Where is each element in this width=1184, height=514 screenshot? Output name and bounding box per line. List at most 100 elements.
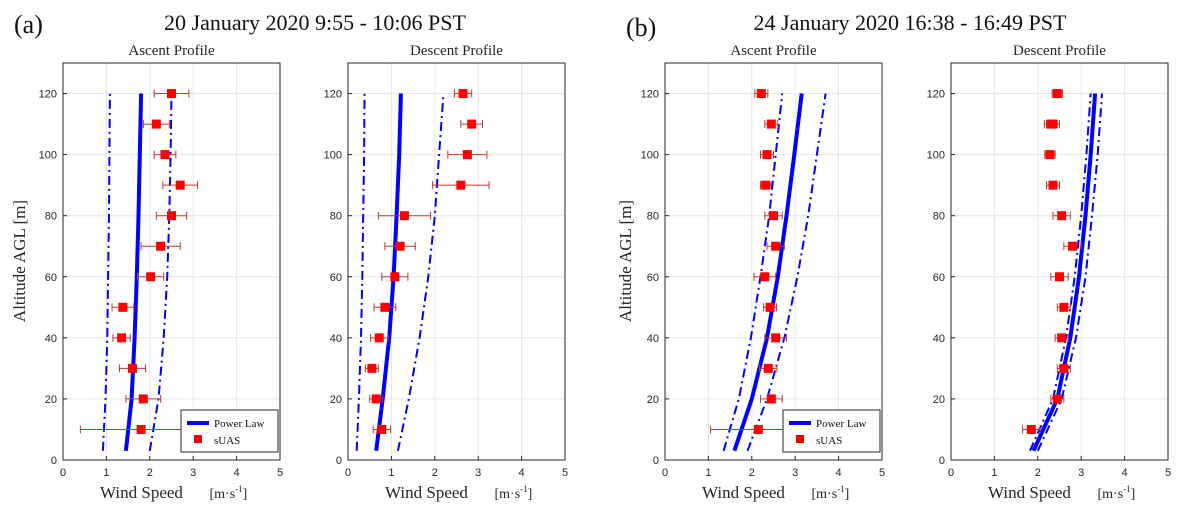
suas-marker [762,150,772,160]
x-tick-label: 4 [519,467,525,479]
suas-marker [367,363,377,373]
x-tick-label: 1 [991,467,997,479]
y-tick-label: 100 [641,150,659,162]
x-tick-label: 0 [60,467,66,479]
suas-marker [390,272,400,282]
suas-marker [1048,180,1058,190]
y-tick-label: 20 [330,394,342,406]
y-tick-label: 80 [45,211,57,223]
y-tick-label: 0 [939,455,945,467]
suas-marker [1057,333,1067,343]
y-tick-label: 60 [933,272,945,284]
y-tick-label: 80 [933,211,945,223]
date-title-b: 24 January 2020 16:38 - 16:49 PST [754,10,1067,35]
y-tick-label: 0 [336,455,342,467]
suas-marker [766,394,776,404]
legend-label-suas: sUAS [816,435,842,447]
x-tick-label: 1 [388,467,394,479]
suas-marker [117,333,127,343]
x-axis-label: Wind Speed [702,483,785,502]
legend-label-power-law: Power Law [214,418,264,430]
power-law-bound-line [101,93,111,451]
y-tick-label: 120 [641,89,659,101]
suas-marker [167,211,176,221]
subplot-title: Ascent Profile [730,43,817,59]
x-axis-unit: [m·s-1] [1098,484,1136,502]
y-axis-label-b: Altitude AGL [m] [616,200,635,322]
axes-frame [950,62,1169,461]
x-tick-label: 1 [705,467,711,479]
y-tick-label: 100 [39,150,57,162]
suas-marker [127,363,137,373]
x-tick-label: 5 [1165,467,1171,479]
suas-marker [1026,424,1036,434]
suas-marker [380,302,390,312]
power-law-line [732,93,804,452]
date-title-a: 20 January 2020 9:55 - 10:06 PST [164,10,466,35]
suas-marker [766,119,776,129]
suas-marker [763,363,773,373]
y-tick-label: 60 [647,272,659,284]
suas-marker [118,302,128,312]
subplot-title: Descent Profile [1013,43,1106,59]
power-law-bound-line [355,93,366,451]
x-tick-label: 2 [432,467,438,479]
suas-marker [1052,394,1062,404]
x-tick-label: 5 [562,467,568,479]
y-tick-label: 80 [330,211,342,223]
suas-marker [399,211,409,221]
suas-marker [371,394,381,404]
suas-marker [167,89,176,99]
x-axis-label: Wind Speed [100,483,183,502]
y-tick-label: 80 [647,211,659,223]
panel-b-descent: 0 1 2 3 4 5 0 20 40 60 80 100 120 Descent Profile Wind… [927,43,1171,502]
suas-marker [160,150,170,160]
suas-marker [1068,241,1078,251]
suas-marker [462,150,472,160]
y-tick-label: 40 [330,333,342,345]
x-tick-label: 5 [277,467,283,479]
suas-marker [756,89,766,99]
y-tick-label: 100 [324,150,342,162]
panel-b-ascent: 0 1 2 3 4 5 0 20 40 60 80 100 120 Ascent Profile Wind … [641,43,885,502]
x-axis-unit: [m·s-1] [495,484,533,502]
suas-marker [1059,302,1069,312]
suas-marker [1057,211,1067,221]
x-tick-label: 0 [345,467,351,479]
legend-marker-swatch [194,435,202,443]
suas-marker [765,302,775,312]
axes-frame [664,62,883,461]
suas-marker [761,180,771,190]
suas-marker [151,119,161,129]
x-tick-label: 3 [190,467,196,479]
x-tick-label: 0 [662,467,668,479]
x-tick-label: 5 [879,467,885,479]
x-tick-label: 4 [234,467,240,479]
y-tick-label: 120 [39,89,57,101]
suas-marker [458,89,468,99]
suas-marker [456,180,466,190]
suas-marker [1059,363,1069,373]
x-tick-label: 3 [792,467,798,479]
x-tick-label: 3 [475,467,481,479]
panel-label-b: (b) [626,13,656,42]
legend-box [782,409,881,453]
x-tick-label: 2 [147,467,153,479]
panel-a-ascent: 0 1 2 3 4 5 0 20 40 60 80 100 120 Ascent Profile Wind … [39,43,283,502]
x-axis-label: Wind Speed [385,483,468,502]
suas-marker [771,333,781,343]
y-tick-label: 120 [927,89,945,101]
suas-marker [377,424,387,434]
y-axis-label-a: Altitude AGL [m] [10,200,29,322]
legend-box [180,409,279,453]
y-tick-label: 60 [330,272,342,284]
y-tick-label: 40 [647,333,659,345]
x-tick-label: 2 [749,467,755,479]
suas-marker [769,211,778,221]
x-tick-label: 4 [1122,467,1128,479]
x-tick-label: 4 [836,467,842,479]
y-tick-label: 0 [653,455,659,467]
y-tick-label: 20 [647,394,659,406]
suas-marker [1048,119,1058,129]
y-tick-label: 20 [45,394,57,406]
